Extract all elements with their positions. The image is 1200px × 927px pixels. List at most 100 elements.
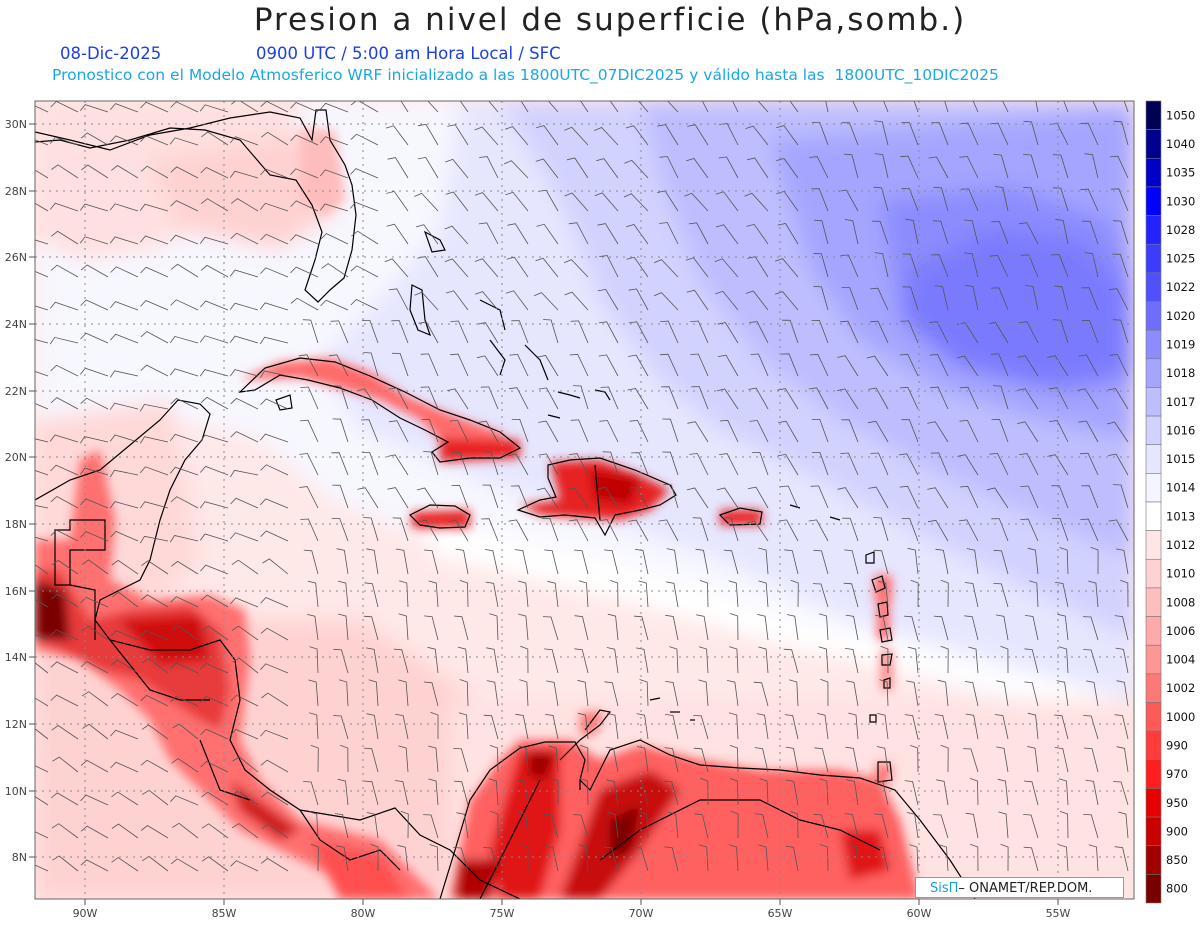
wind-barb: [600, 386, 619, 410]
wind-barb: [544, 648, 559, 674]
wind-barb: [927, 519, 949, 542]
wind-barb: [415, 224, 439, 245]
wind-barb: [991, 419, 1009, 443]
wind-barb: [1110, 188, 1129, 212]
wind-barb: [750, 353, 769, 377]
wind-barb: [901, 188, 919, 212]
colorbar-swatch: [1145, 845, 1162, 875]
colorbar-swatch: [1145, 301, 1162, 331]
wind-barb: [684, 192, 709, 212]
wind-barb: [654, 259, 679, 278]
wind-barb: [200, 564, 229, 575]
colorbar-label: 1002: [1166, 681, 1195, 695]
low-pressure-land: [35, 130, 920, 899]
wind-barb: [1109, 155, 1129, 179]
wind-barb: [455, 548, 469, 575]
wind-barb: [80, 531, 109, 542]
wind-barb: [319, 169, 349, 179]
wind-barb: [449, 419, 469, 443]
wind-barb: [1052, 187, 1069, 212]
wind-barb: [81, 691, 109, 707]
wind-barb: [564, 291, 589, 311]
wind-barb: [483, 847, 499, 872]
wind-barb: [511, 320, 529, 344]
wind-barb: [623, 193, 649, 212]
wind-barb: [50, 694, 79, 707]
wind-barb: [691, 386, 709, 410]
wind-barb: [230, 198, 259, 212]
wind-barb: [110, 630, 139, 641]
wind-barb: [536, 487, 559, 509]
wind-barb: [958, 519, 979, 542]
wind-barb: [1025, 285, 1039, 311]
wind-barb: [728, 844, 739, 872]
wind-barb: [35, 864, 49, 872]
wind-barb: [1002, 101, 1009, 113]
wind-barb: [489, 613, 499, 641]
wind-barb: [50, 496, 79, 509]
wind-barb: [232, 657, 259, 674]
wind-barb: [428, 745, 439, 773]
wind-barb: [230, 694, 259, 707]
wind-barb: [607, 811, 619, 839]
wind-barb: [486, 680, 499, 707]
wind-barb: [459, 101, 469, 113]
wind-barb: [309, 646, 319, 674]
wind-barb: [1027, 547, 1039, 575]
wind-barb: [843, 582, 859, 608]
wind-barb: [1116, 680, 1129, 707]
wind-barb: [1086, 680, 1099, 707]
lat-label: 24N: [5, 318, 27, 331]
wind-barb: [110, 266, 139, 278]
colorbar-label: 1006: [1166, 624, 1195, 638]
lat-label: 28N: [5, 185, 27, 198]
wind-barb: [840, 320, 859, 344]
wind-barb: [417, 156, 439, 179]
wind-barb: [843, 153, 859, 179]
wind-barb: [905, 218, 919, 245]
wind-barb: [694, 813, 709, 839]
wind-barb: [35, 271, 49, 278]
wind-barb: [459, 580, 469, 608]
wind-barb: [514, 549, 529, 575]
wind-barb: [933, 814, 949, 839]
wind-barb: [964, 582, 979, 608]
wind-barb: [597, 288, 619, 311]
lon-label: 60W: [907, 907, 932, 920]
wind-barb: [200, 728, 229, 740]
wind-barb: [869, 287, 889, 311]
wind-barb: [536, 125, 559, 146]
wind-barb: [199, 104, 229, 113]
wind-barb: [482, 451, 499, 476]
wind-barb: [170, 200, 199, 212]
wind-barb: [421, 419, 439, 443]
wind-barb: [868, 387, 889, 410]
wind-barb: [430, 711, 439, 739]
wind-barb: [661, 386, 679, 410]
lon-label: 90W: [73, 907, 98, 920]
wind-barb: [817, 713, 829, 740]
wind-barb: [110, 333, 139, 344]
colorbar-label: 800: [1166, 882, 1188, 896]
wind-barb: [1115, 647, 1129, 674]
wind-barb: [698, 844, 709, 872]
wind-barb: [393, 648, 409, 674]
wind-barb: [569, 453, 589, 476]
wind-barb: [350, 168, 379, 179]
wind-barb: [490, 810, 499, 839]
wind-barb: [35, 599, 49, 608]
wind-barb: [199, 434, 229, 443]
wind-barb: [139, 436, 169, 444]
wind-barb: [690, 353, 709, 377]
wind-barb: [1017, 421, 1039, 443]
colorbar-label: 1014: [1166, 481, 1195, 495]
wind-barb: [599, 420, 619, 443]
wind-barb: [901, 518, 919, 542]
wind-barb: [445, 158, 469, 179]
wind-barb: [902, 286, 919, 311]
wind-barb: [400, 101, 409, 113]
wind-barb: [453, 780, 469, 806]
wind-barb: [628, 486, 649, 509]
wind-barb: [964, 681, 979, 707]
wind-barb: [928, 156, 949, 179]
